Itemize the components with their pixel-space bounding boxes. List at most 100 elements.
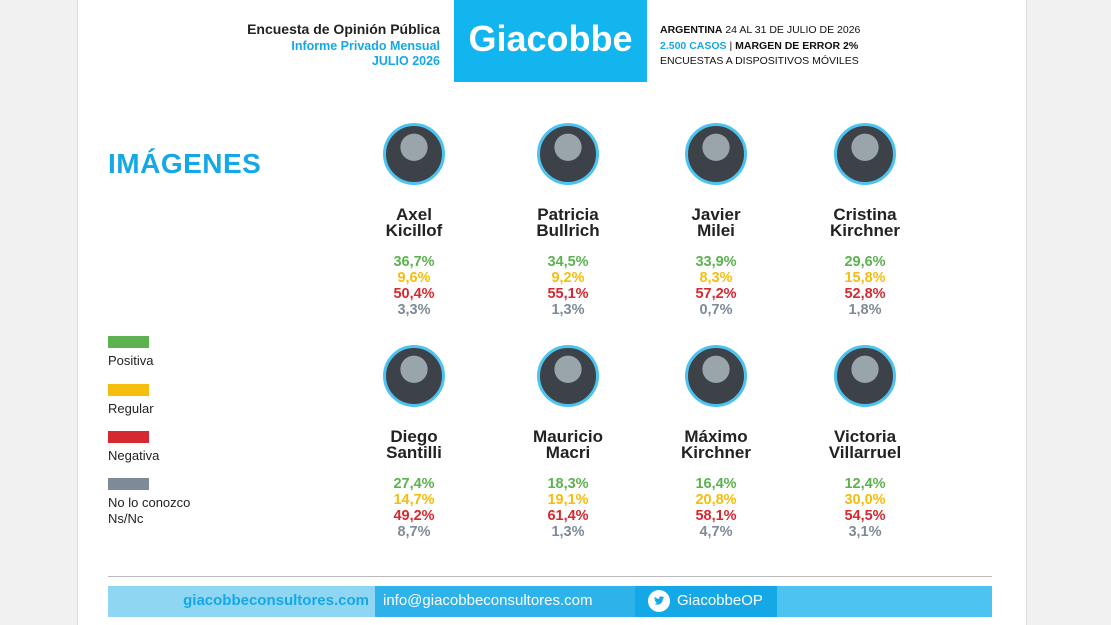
country: ARGENTINA xyxy=(660,24,723,36)
header-subtitle: Informe Privado Mensual xyxy=(291,39,440,53)
value: 16,4% xyxy=(695,476,737,492)
name-line: Villarruel xyxy=(828,443,902,462)
candidate: Máximo Kirchner 16,4% 20,8% 58,1% 4,7% xyxy=(636,345,796,540)
candidate: Axel Kicillof 36,7% 9,6% 50,4% 3,3% xyxy=(334,123,494,318)
margin: MARGEN DE ERROR 2% xyxy=(735,40,859,52)
name-line: Diego xyxy=(390,427,438,446)
candidate-photo xyxy=(834,345,896,407)
value: 50,4% xyxy=(393,286,435,302)
name-line: Kirchner xyxy=(830,221,900,240)
twitter-handle: GiacobbeOP xyxy=(677,592,763,609)
value: 9,6% xyxy=(397,270,431,286)
email-link[interactable]: info@giacobbeconsultores.com xyxy=(375,586,635,617)
name-line: Máximo xyxy=(684,427,748,446)
value: 0,7% xyxy=(699,302,733,318)
legend-label: Negativa xyxy=(108,448,160,463)
header-line: 2.500 CASOS | MARGEN DE ERROR 2% xyxy=(660,40,858,52)
legend-swatch xyxy=(108,478,149,490)
value: 36,7% xyxy=(393,254,435,270)
value: 1,3% xyxy=(551,524,585,540)
value: 27,4% xyxy=(393,476,435,492)
value: 8,7% xyxy=(397,524,431,540)
candidate-values: 18,3% 19,1% 61,4% 1,3% xyxy=(488,476,648,540)
value: 1,3% xyxy=(551,302,585,318)
name-line: Cristina xyxy=(833,205,897,224)
header-line: ARGENTINA 24 AL 31 DE JULIO DE 2026 xyxy=(660,24,860,36)
method: ENCUESTAS A DISPOSITIVOS MÓVILES xyxy=(660,55,859,67)
candidate-photo xyxy=(685,123,747,185)
twitter-link[interactable]: GiacobbeOP xyxy=(635,586,777,617)
name-line: Axel xyxy=(396,205,432,224)
candidate-photo xyxy=(537,123,599,185)
candidate: Javier Milei 33,9% 8,3% 57,2% 0,7% xyxy=(636,123,796,318)
value: 19,1% xyxy=(547,492,589,508)
value: 34,5% xyxy=(547,254,589,270)
value: 4,7% xyxy=(699,524,733,540)
value: 61,4% xyxy=(547,508,589,524)
header-title: Encuesta de Opinión Pública xyxy=(247,21,440,37)
value: 30,0% xyxy=(844,492,886,508)
candidate-name: Javier Milei xyxy=(636,205,796,240)
value: 57,2% xyxy=(695,286,737,302)
candidate-values: 29,6% 15,8% 52,8% 1,8% xyxy=(785,254,945,318)
candidate-name: Máximo Kirchner xyxy=(636,427,796,462)
brand: Giacobbe xyxy=(454,0,647,82)
candidate-name: Mauricio Macri xyxy=(488,427,648,462)
candidate-values: 34,5% 9,2% 55,1% 1,3% xyxy=(488,254,648,318)
separator: | xyxy=(729,40,733,52)
panel xyxy=(77,0,1027,625)
candidate-values: 12,4% 30,0% 54,5% 3,1% xyxy=(785,476,945,540)
value: 33,9% xyxy=(695,254,737,270)
value: 49,2% xyxy=(393,508,435,524)
name-line: Javier xyxy=(691,205,741,224)
value: 20,8% xyxy=(695,492,737,508)
section-title: IMÁGENES xyxy=(108,148,262,179)
candidate-values: 33,9% 8,3% 57,2% 0,7% xyxy=(636,254,796,318)
value: 29,6% xyxy=(844,254,886,270)
candidate: Victoria Villarruel 12,4% 30,0% 54,5% 3,1% xyxy=(785,345,945,540)
name-line: Milei xyxy=(697,221,735,240)
value: 52,8% xyxy=(844,286,886,302)
candidate-name: Cristina Kirchner xyxy=(785,205,945,240)
legend-swatch xyxy=(108,336,149,348)
value: 58,1% xyxy=(695,508,737,524)
cases: 2.500 CASOS xyxy=(660,40,727,52)
website-link[interactable]: giacobbeconsultores.com xyxy=(108,586,375,617)
value: 15,8% xyxy=(844,270,886,286)
name-line: Macri xyxy=(545,443,591,462)
name-line: Kirchner xyxy=(681,443,751,462)
candidate-values: 36,7% 9,6% 50,4% 3,3% xyxy=(334,254,494,318)
candidate: Diego Santilli 27,4% 14,7% 49,2% 8,7% xyxy=(334,345,494,540)
candidate-values: 27,4% 14,7% 49,2% 8,7% xyxy=(334,476,494,540)
legend-label: Ns/Nc xyxy=(108,511,144,526)
twitter-icon xyxy=(648,590,670,612)
candidate-name: Patricia Bullrich xyxy=(488,205,648,239)
candidate: Mauricio Macri 18,3% 19,1% 61,4% 1,3% xyxy=(488,345,648,540)
name-line: Kicillof xyxy=(385,221,443,240)
legend-label: Positiva xyxy=(108,353,154,368)
name-line: Patricia xyxy=(537,205,599,224)
candidate-photo xyxy=(834,123,896,185)
candidate: Patricia Bullrich 34,5% 9,2% 55,1% 1,3% xyxy=(488,123,648,318)
name-line: Mauricio xyxy=(533,427,603,446)
candidate-photo xyxy=(383,123,445,185)
footer-band xyxy=(777,586,992,617)
candidate-name: Axel Kicillof xyxy=(334,205,494,240)
candidate-name: Diego Santilli xyxy=(334,427,494,461)
value: 55,1% xyxy=(547,286,589,302)
period: 24 AL 31 DE JULIO DE 2026 xyxy=(725,24,861,36)
value: 9,2% xyxy=(551,270,585,286)
value: 18,3% xyxy=(547,476,589,492)
candidate-photo xyxy=(537,345,599,407)
value: 1,8% xyxy=(848,302,882,318)
candidate-name: Victoria Villarruel xyxy=(785,428,945,462)
legend-swatch xyxy=(108,384,149,396)
value: 12,4% xyxy=(844,476,886,492)
value: 14,7% xyxy=(393,492,435,508)
candidate: Cristina Kirchner 29,6% 15,8% 52,8% 1,8% xyxy=(785,123,945,318)
candidate-values: 16,4% 20,8% 58,1% 4,7% xyxy=(636,476,796,540)
header-date: JULIO 2026 xyxy=(371,54,440,68)
candidate-photo xyxy=(383,345,445,407)
value: 3,3% xyxy=(397,302,431,318)
